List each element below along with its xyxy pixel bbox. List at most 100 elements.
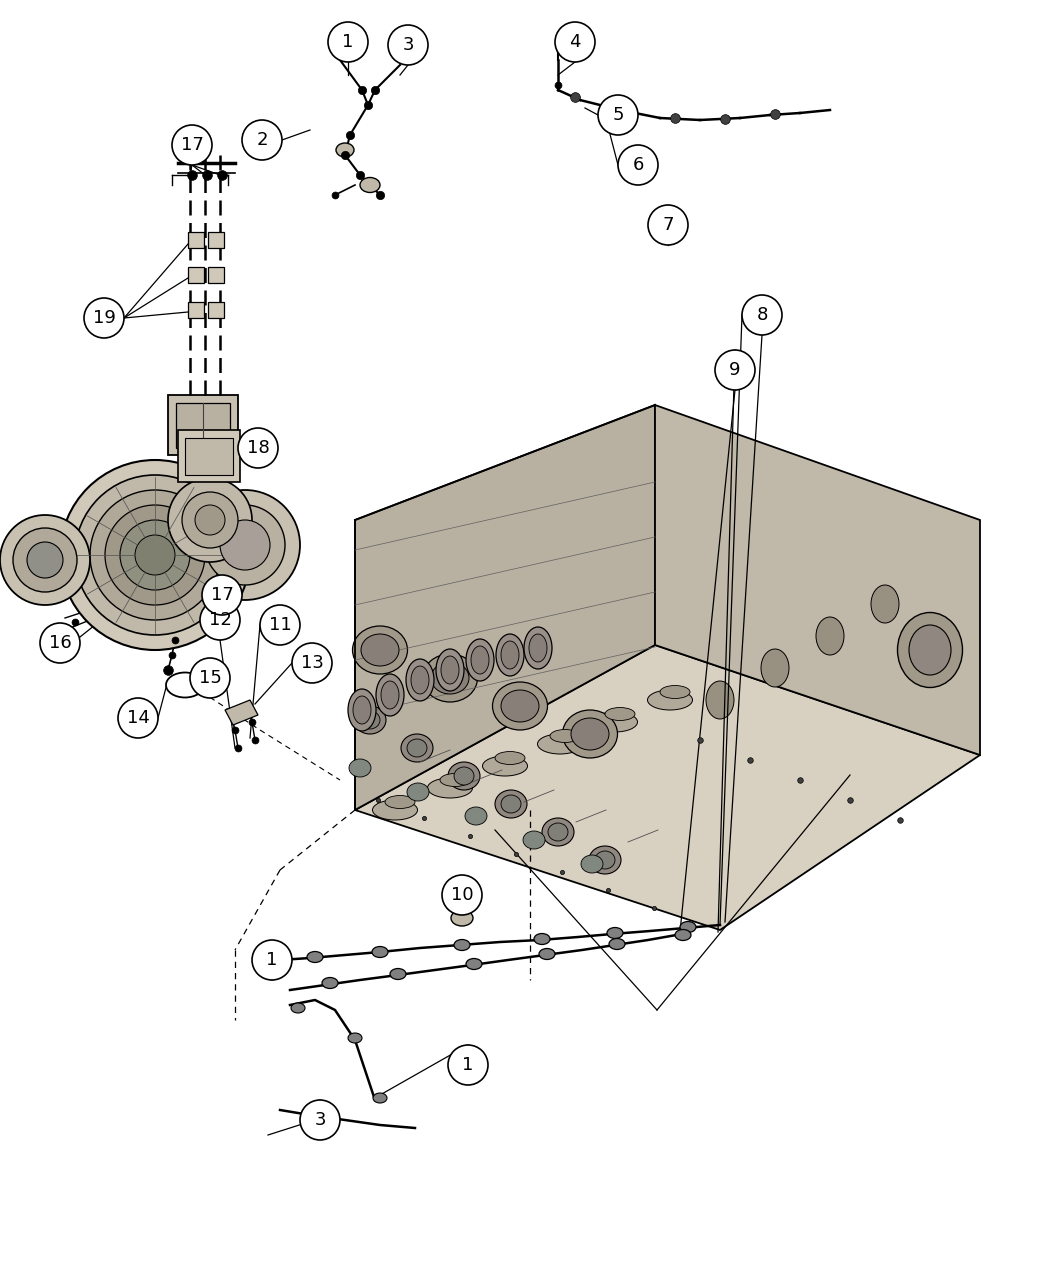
Text: 4: 4 [569,33,581,51]
Ellipse shape [422,654,478,703]
Circle shape [27,542,63,578]
Text: 2: 2 [256,131,268,149]
Ellipse shape [607,927,623,938]
Ellipse shape [448,762,480,790]
Text: 5: 5 [612,106,624,124]
Circle shape [182,492,238,548]
Bar [188,302,204,317]
Ellipse shape [349,759,371,776]
Bar [208,266,224,283]
Ellipse shape [492,682,547,731]
Ellipse shape [595,850,615,870]
Ellipse shape [495,790,527,819]
Ellipse shape [360,711,380,729]
Ellipse shape [589,847,621,873]
Polygon shape [655,405,980,755]
Ellipse shape [466,639,493,681]
Ellipse shape [483,756,527,776]
Ellipse shape [675,929,691,941]
Ellipse shape [898,612,963,687]
Circle shape [388,26,428,65]
Circle shape [242,120,282,159]
Ellipse shape [465,807,487,825]
Ellipse shape [609,938,625,950]
Bar [208,302,224,317]
Ellipse shape [761,649,789,687]
Text: 7: 7 [663,215,674,235]
Ellipse shape [563,710,617,759]
Ellipse shape [524,627,552,669]
Text: 17: 17 [181,136,204,154]
Bar [185,439,233,476]
Ellipse shape [372,946,388,958]
Ellipse shape [436,649,464,691]
Circle shape [205,505,285,585]
Circle shape [200,601,240,640]
Ellipse shape [534,933,550,945]
Circle shape [202,575,242,615]
Text: 6: 6 [632,156,644,173]
Circle shape [195,505,225,536]
Ellipse shape [407,740,427,757]
Ellipse shape [495,751,525,765]
Ellipse shape [454,768,474,785]
Text: 9: 9 [730,361,740,379]
Ellipse shape [166,672,204,697]
Ellipse shape [542,819,574,847]
Ellipse shape [501,641,519,669]
Ellipse shape [539,949,555,960]
Circle shape [260,606,300,645]
Ellipse shape [872,585,899,623]
Ellipse shape [430,662,469,694]
Circle shape [40,623,80,663]
Circle shape [168,478,252,562]
Ellipse shape [660,686,690,699]
Polygon shape [55,536,88,578]
Text: 19: 19 [92,309,116,326]
Circle shape [238,428,278,468]
Bar [188,266,204,283]
Ellipse shape [373,799,418,820]
Circle shape [618,145,658,185]
Text: 3: 3 [314,1111,326,1128]
Circle shape [75,476,235,635]
Circle shape [90,490,220,620]
Polygon shape [225,700,258,725]
Ellipse shape [348,1033,362,1043]
Ellipse shape [440,774,470,787]
Text: 11: 11 [269,616,292,634]
Ellipse shape [466,959,482,969]
Ellipse shape [605,708,635,720]
Ellipse shape [454,940,470,950]
Bar [176,403,230,448]
Circle shape [252,940,292,980]
Ellipse shape [385,796,415,808]
Circle shape [555,22,595,62]
Text: 16: 16 [48,634,71,652]
Bar [208,232,224,249]
Circle shape [448,1046,488,1085]
Ellipse shape [592,711,637,732]
Ellipse shape [816,617,844,655]
Ellipse shape [648,690,693,710]
Ellipse shape [411,666,429,694]
Ellipse shape [680,922,696,932]
Ellipse shape [452,910,472,926]
Ellipse shape [353,696,371,724]
Ellipse shape [401,734,433,762]
Circle shape [135,536,175,575]
Ellipse shape [390,969,406,979]
Circle shape [715,351,755,390]
Ellipse shape [322,978,338,988]
Circle shape [292,643,332,683]
Ellipse shape [407,783,429,801]
Ellipse shape [406,659,434,701]
Ellipse shape [307,951,323,963]
Text: 14: 14 [127,709,149,727]
Polygon shape [355,645,980,929]
Ellipse shape [548,822,568,842]
Circle shape [84,298,124,338]
Ellipse shape [336,143,354,157]
Text: 1: 1 [267,951,277,969]
Ellipse shape [360,177,380,193]
